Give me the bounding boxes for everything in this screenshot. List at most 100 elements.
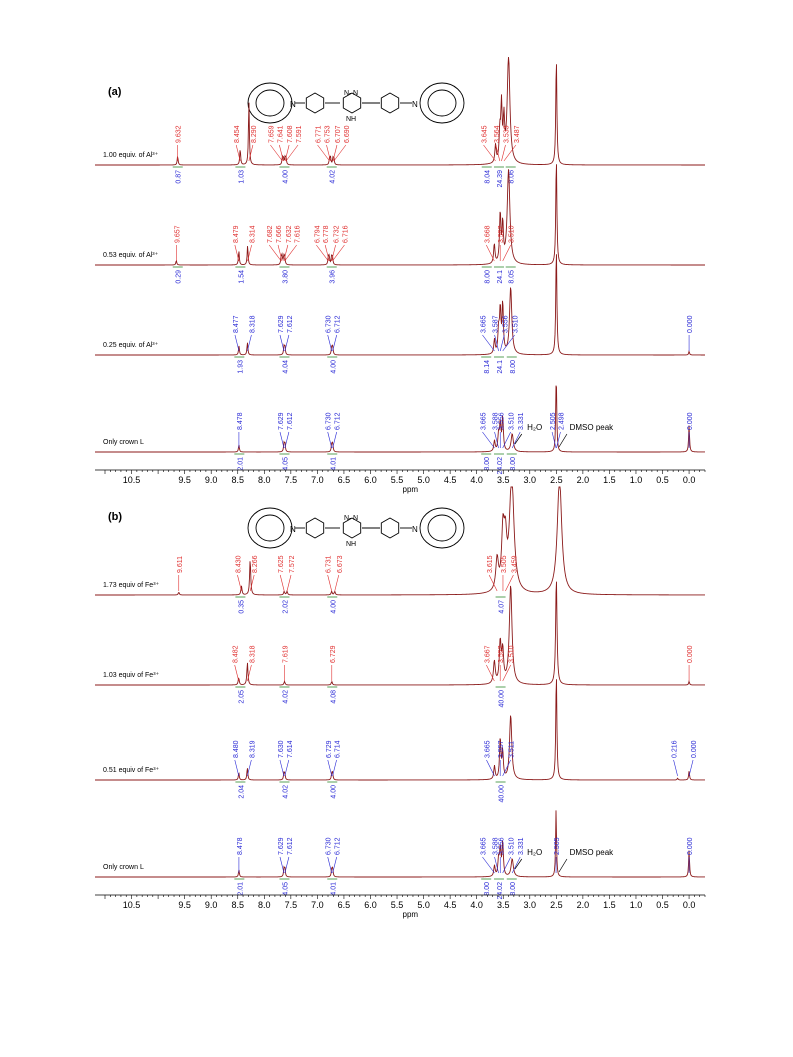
- integral-value: 8.00: [510, 360, 517, 374]
- x-axis-title: ppm: [403, 485, 419, 494]
- x-tick-label: 9.0: [205, 475, 218, 485]
- dmso-arrow: [558, 858, 568, 873]
- peak-label: 3.665: [480, 412, 487, 430]
- peak-tick: [688, 759, 694, 777]
- peak-tick: [332, 144, 338, 162]
- peak-label: 7.659: [268, 125, 275, 143]
- panel-label: (a): [108, 86, 122, 98]
- peak-tick: [556, 431, 561, 449]
- integral-value: 2.04: [238, 785, 245, 799]
- peak-label: 6.778: [323, 225, 330, 243]
- x-tick-label: 7.5: [285, 900, 298, 910]
- integral-value: 4.00: [330, 600, 337, 614]
- x-tick-label: 4.5: [444, 475, 457, 485]
- x-tick-label: 3.5: [497, 475, 510, 485]
- peak-label: 7.612: [287, 315, 294, 333]
- peak-tick: [237, 574, 242, 592]
- integral-value: 3.96: [330, 270, 337, 284]
- peak-tick: [673, 759, 678, 777]
- integral-value: 2.01: [237, 882, 244, 896]
- nh-label: NH: [346, 541, 356, 548]
- peak-tick: [511, 431, 521, 449]
- peak-label: 7.641: [277, 125, 284, 143]
- x-tick-label: 8.5: [231, 900, 244, 910]
- h2o-arrow: [514, 433, 523, 445]
- peak-label: 6.731: [326, 555, 333, 573]
- peak-tick: [499, 334, 505, 352]
- x-axis: 10.5 9.5 9.0 8.5 8.0 7.5 7.0 6.5 6.0 5.5 5.0 4.5 4.0…: [95, 469, 706, 494]
- peak-tick: [502, 856, 511, 874]
- panel-b: (b) N N–N NH N 1.73 equiv of Fe³⁺ 9.611 8.430 8.…: [95, 486, 706, 919]
- x-tick-label: 6.5: [338, 475, 351, 485]
- peak-tick: [503, 144, 517, 162]
- peak-label: 3.505: [501, 555, 508, 573]
- central-ring: [342, 517, 362, 539]
- integral-value: 4.02: [282, 690, 289, 704]
- peak-tick: [494, 334, 499, 352]
- x-tick-label: 1.5: [603, 900, 616, 910]
- peak-label: 3.587: [493, 315, 500, 333]
- peak-tick: [279, 574, 285, 592]
- phenyl-ring-left: [305, 517, 325, 539]
- nh-label: NH: [346, 116, 356, 123]
- peak-label: 7.629: [278, 837, 285, 855]
- x-tick-label: 9.5: [178, 900, 191, 910]
- peak-label: 6.730: [326, 315, 333, 333]
- x-tick-label: 3.0: [524, 475, 537, 485]
- crown-ring-right-inner: [427, 514, 457, 542]
- peak-label: 3.331: [518, 837, 525, 855]
- crown-ring-right: [419, 507, 465, 549]
- integral-value: 24.02: [497, 882, 504, 900]
- integral-value: 8.14: [484, 360, 491, 374]
- peak-label: 3.668: [484, 225, 491, 243]
- x-tick-label: 1.0: [630, 475, 643, 485]
- integral-value: 4.04: [282, 360, 289, 374]
- nitrogen-label-left: N: [290, 525, 296, 534]
- peak-label: 0.216: [672, 740, 679, 758]
- x-tick-label: 0.5: [656, 475, 669, 485]
- peak-label: 8.454: [234, 125, 241, 143]
- peak-tick: [483, 144, 496, 162]
- phenyl-ring-right: [380, 517, 400, 539]
- peak-tick: [317, 144, 330, 162]
- peak-label: 9.657: [174, 225, 181, 243]
- peak-label: 7.630: [278, 740, 285, 758]
- peak-tick: [502, 334, 515, 352]
- peak-label: 3.615: [487, 555, 494, 573]
- peak-label: 6.732: [334, 225, 341, 243]
- peak-label: 3.556: [498, 837, 505, 855]
- nitrogen-label-right: N: [412, 100, 418, 109]
- integral-value: 0.87: [176, 170, 183, 184]
- peak-label: 3.511: [509, 741, 516, 758]
- peak-tick: [284, 856, 290, 874]
- peak-tick: [279, 144, 284, 162]
- peak-tick: [502, 664, 511, 682]
- dmso-annotation: DMSO peak: [570, 848, 615, 857]
- integral-value: 4.00: [282, 170, 289, 184]
- peak-label: 6.712: [335, 315, 342, 333]
- peak-tick: [279, 431, 285, 449]
- peak-label: 6.729: [330, 645, 337, 663]
- spectrum-3: Only crown L 8.478 7.629 7.612 6.730 6.712 3.6…: [95, 810, 706, 900]
- x-tick-label: 1.5: [603, 475, 616, 485]
- peak-tick: [494, 431, 499, 449]
- peak-label: 7.625: [278, 555, 285, 573]
- x-tick-label: 8.0: [258, 475, 271, 485]
- peak-label: 8.318: [249, 645, 256, 663]
- peak-tick: [486, 759, 495, 777]
- x-tick-label: 10.5: [123, 900, 141, 910]
- series-label: 0.25 equiv. of Al³⁺: [103, 342, 159, 349]
- peak-tick: [332, 856, 337, 874]
- peak-label: 3.331: [518, 412, 525, 430]
- peak-tick: [249, 574, 255, 592]
- crown-ring-left-inner: [255, 514, 285, 542]
- x-tick-label: 1.0: [630, 900, 643, 910]
- x-tick-label: 7.0: [311, 475, 324, 485]
- spectrum-0: 1.00 equiv. of Al³⁺9.632 8.454 8.290 7.659 7…: [95, 56, 705, 188]
- peak-label: 0.000: [687, 837, 694, 855]
- crown-ring-left-inner: [255, 89, 285, 117]
- x-tick-label: 2.0: [577, 900, 590, 910]
- x-tick-label: 9.5: [178, 475, 191, 485]
- spectrum-3: Only crown L 8.478 7.629 7.612 6.730 6.712 3.6…: [95, 385, 706, 475]
- peak-tick: [279, 759, 285, 777]
